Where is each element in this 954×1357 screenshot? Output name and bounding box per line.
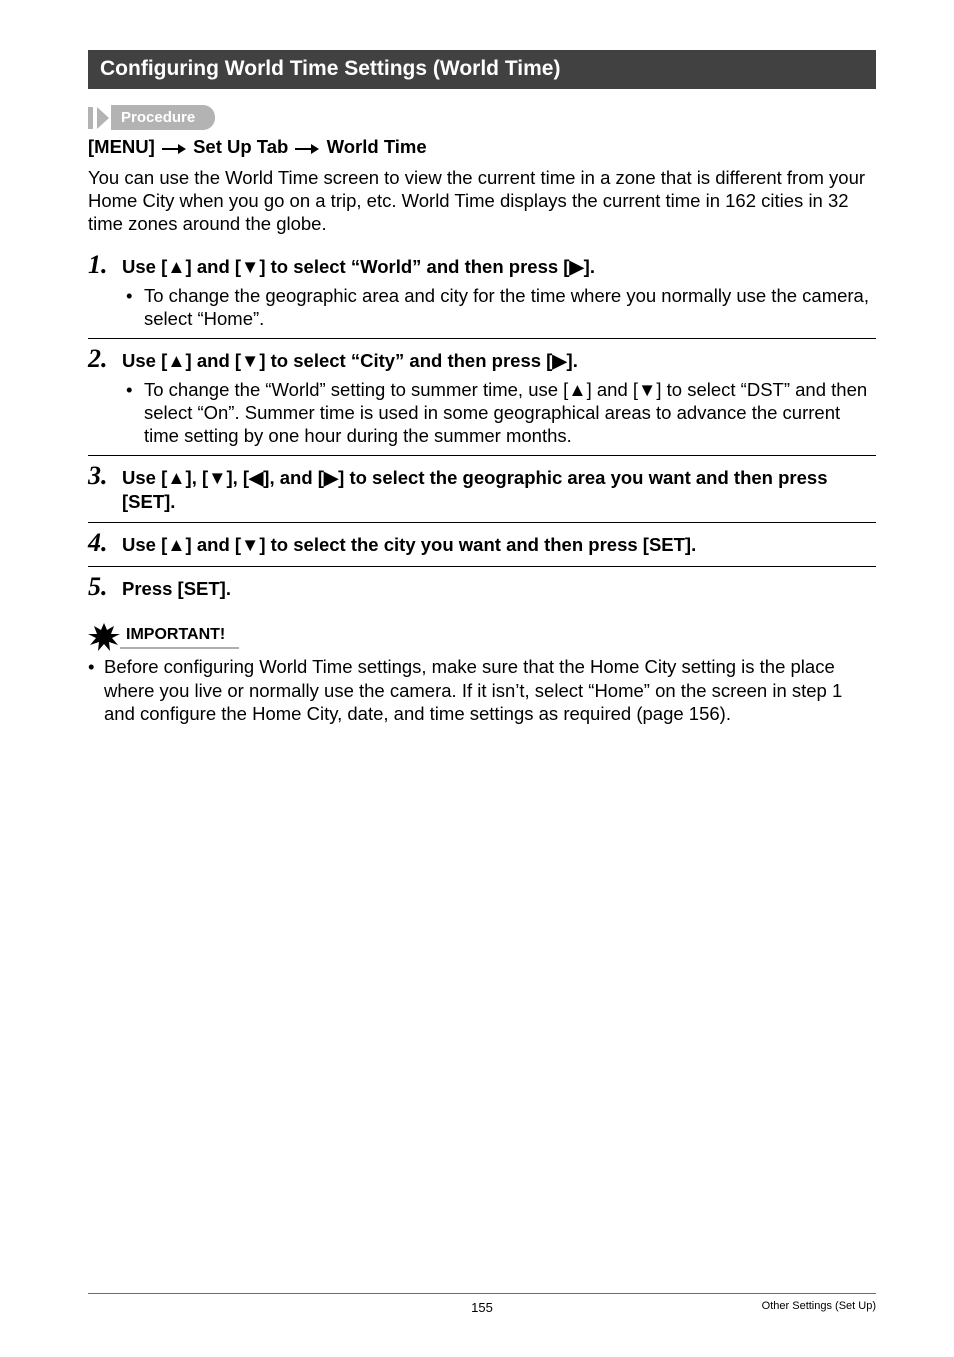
- arrow-right-icon: [293, 143, 321, 155]
- step: 1. Use [▲] and [▼] to select “World” and…: [88, 245, 876, 339]
- intro-paragraph: You can use the World Time screen to vie…: [88, 166, 876, 235]
- step: 5. Press [SET].: [88, 567, 876, 610]
- menu-path-part: [MENU]: [88, 136, 155, 157]
- important-note: • Before configuring World Time settings…: [88, 655, 876, 724]
- step-number: 1.: [88, 251, 122, 280]
- step: 3. Use [▲], [▼], [◀], and [▶] to select …: [88, 456, 876, 523]
- menu-path-part: Set Up Tab: [193, 136, 288, 157]
- procedure-label: Procedure: [111, 105, 215, 130]
- step-title: Use [▲] and [▼] to select the city you w…: [122, 533, 696, 557]
- step-bullet: • To change the “World” setting to summe…: [122, 378, 876, 447]
- page-number: 155: [471, 1300, 493, 1315]
- procedure-arrow-icon: [97, 107, 111, 129]
- step-number: 4.: [88, 529, 122, 558]
- procedure-bar: [88, 107, 93, 129]
- step: 4. Use [▲] and [▼] to select the city yo…: [88, 523, 876, 567]
- burst-icon: [88, 623, 120, 651]
- page-footer: 155 Other Settings (Set Up): [88, 1293, 876, 1315]
- bullet-dot-icon: •: [126, 284, 144, 330]
- menu-path-part: World Time: [327, 136, 427, 157]
- step-title: Use [▲], [▼], [◀], and [▶] to select the…: [122, 466, 876, 514]
- step-number: 2.: [88, 345, 122, 374]
- procedure-badge: Procedure: [88, 105, 876, 130]
- step-bullet-text: To change the “World” setting to summer …: [144, 378, 876, 447]
- arrow-right-icon: [160, 143, 188, 155]
- important-label: IMPORTANT!: [120, 626, 239, 649]
- step-number: 5.: [88, 573, 122, 602]
- bullet-dot-icon: •: [88, 655, 104, 724]
- step-title: Use [▲] and [▼] to select “City” and the…: [122, 349, 578, 373]
- section-header: Configuring World Time Settings (World T…: [88, 50, 876, 89]
- step-title: Press [SET].: [122, 577, 231, 601]
- step-bullet-text: To change the geographic area and city f…: [144, 284, 876, 330]
- step-number: 3.: [88, 462, 122, 491]
- step-title: Use [▲] and [▼] to select “World” and th…: [122, 255, 595, 279]
- bullet-dot-icon: •: [126, 378, 144, 447]
- step: 2. Use [▲] and [▼] to select “City” and …: [88, 339, 876, 456]
- menu-path: [MENU] Set Up Tab World Time: [88, 136, 876, 158]
- footer-section-name: Other Settings (Set Up): [762, 1300, 876, 1312]
- important-heading: IMPORTANT!: [88, 623, 876, 651]
- important-note-text: Before configuring World Time settings, …: [104, 655, 876, 724]
- step-bullet: • To change the geographic area and city…: [122, 284, 876, 330]
